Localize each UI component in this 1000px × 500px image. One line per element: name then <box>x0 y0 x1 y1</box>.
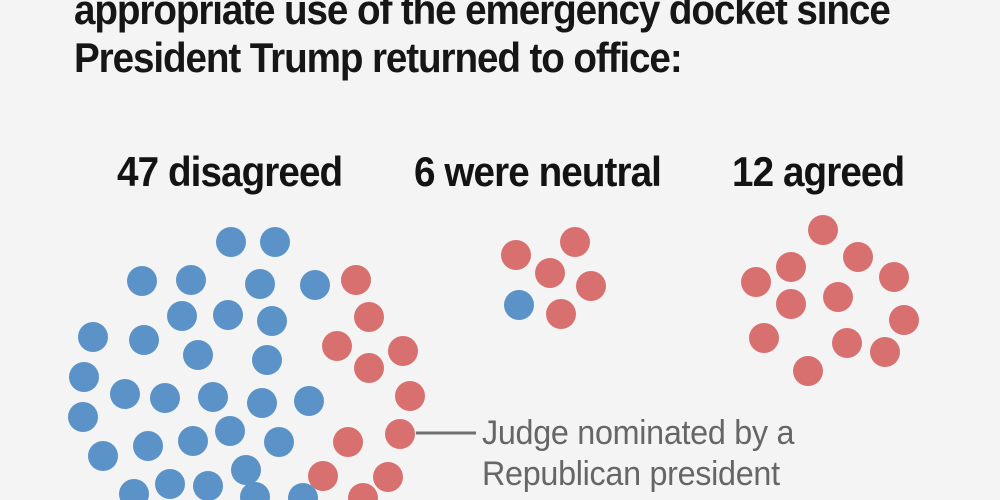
annotation-republican-judge: Judge nominated by a Republican presiden… <box>482 413 794 495</box>
judge-dot-blue <box>110 379 140 409</box>
judge-dot-red <box>749 323 779 353</box>
judge-dot-blue <box>300 270 330 300</box>
judge-dot-red <box>501 240 531 270</box>
group-label-agreed: 12 agreed <box>732 148 905 195</box>
judge-dot-blue <box>252 345 282 375</box>
judge-dot-red <box>879 262 909 292</box>
judge-dot-red <box>776 289 806 319</box>
judge-dot-blue <box>78 322 108 352</box>
judge-dot-blue <box>193 471 223 500</box>
judge-dot-red <box>560 227 590 257</box>
judge-dot-blue <box>176 265 206 295</box>
judge-dot-blue <box>245 269 275 299</box>
chart-title-line2: President Trump returned to office: <box>74 34 683 81</box>
judge-dot-blue <box>264 427 294 457</box>
judge-dot-blue <box>247 388 277 418</box>
judge-dot-blue <box>257 306 287 336</box>
judge-dot-blue <box>88 441 118 471</box>
judge-dot-blue <box>68 402 98 432</box>
judge-dot-blue <box>69 362 99 392</box>
judge-dot-red <box>341 265 371 295</box>
judge-dot-red <box>823 282 853 312</box>
judge-dot-blue <box>167 301 197 331</box>
judge-dot-blue <box>288 483 318 500</box>
judge-dot-blue <box>150 383 180 413</box>
judge-dot-red <box>793 356 823 386</box>
judge-dot-red <box>388 336 418 366</box>
judge-dot-blue <box>127 266 157 296</box>
judge-dot-red <box>395 381 425 411</box>
judge-dot-blue <box>215 416 245 446</box>
chart-title: appropriate use of the emergency docket … <box>74 0 891 82</box>
judge-dot-blue <box>198 382 228 412</box>
judge-dot-blue <box>231 455 261 485</box>
judge-dot-red <box>870 337 900 367</box>
group-label-disagreed: 47 disagreed <box>117 148 343 195</box>
judge-dot-blue <box>183 340 213 370</box>
judge-dot-blue <box>216 227 246 257</box>
judge-dot-red <box>308 461 338 491</box>
judge-dot-red <box>576 271 606 301</box>
judge-dot-red <box>385 419 415 449</box>
judge-dot-red <box>373 462 403 492</box>
judge-dot-blue <box>504 290 534 320</box>
judge-dot-red <box>354 302 384 332</box>
annotation-line1: Judge nominated by a <box>482 414 795 452</box>
judge-dot-red <box>333 427 363 457</box>
judge-dot-blue <box>240 482 270 500</box>
judge-dot-blue <box>178 426 208 456</box>
judge-dot-red <box>843 242 873 272</box>
judge-dot-red <box>546 299 576 329</box>
judge-dot-blue <box>129 325 159 355</box>
judge-dot-blue <box>119 479 149 500</box>
judge-dot-red <box>322 331 352 361</box>
judge-dot-red <box>348 483 378 500</box>
judge-dot-red <box>889 305 919 335</box>
annotation-line2: Republican president <box>482 455 780 493</box>
judge-dot-blue <box>155 469 185 499</box>
judge-dot-red <box>776 252 806 282</box>
chart-title-line1: appropriate use of the emergency docket … <box>74 0 891 33</box>
judge-dot-blue <box>213 300 243 330</box>
judge-dot-red <box>354 353 384 383</box>
judge-dot-red <box>535 258 565 288</box>
judge-dot-red <box>808 215 838 245</box>
group-label-neutral: 6 were neutral <box>414 148 662 195</box>
judge-dot-red <box>741 267 771 297</box>
judge-dot-red <box>832 328 862 358</box>
judge-dot-blue <box>294 386 324 416</box>
judge-dot-blue <box>260 227 290 257</box>
judge-dot-blue <box>133 431 163 461</box>
